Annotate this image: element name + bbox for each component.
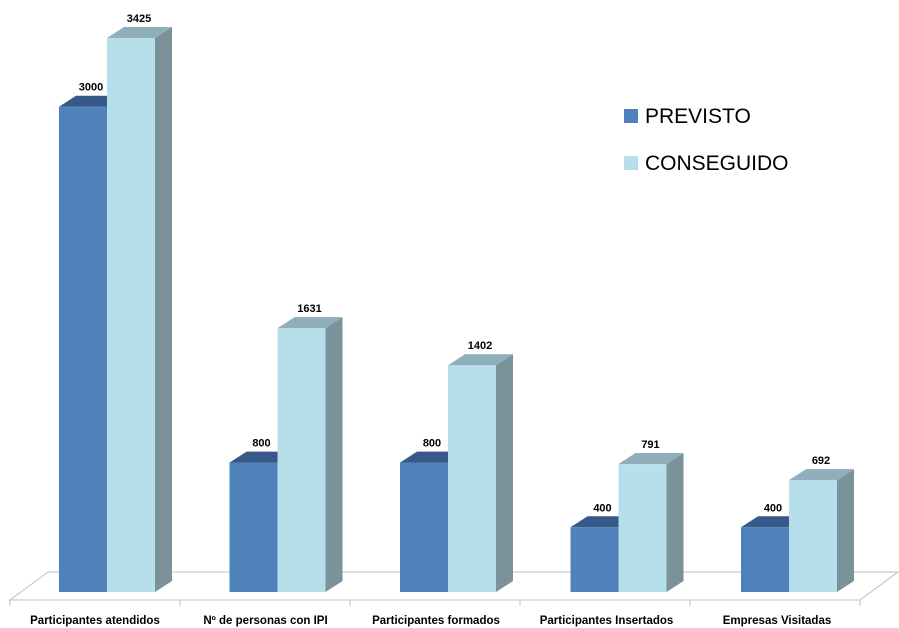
data-label-1-3: 791 [641, 439, 659, 451]
data-label-0-4: 400 [764, 502, 782, 514]
category-label-3: Participantes Insertados [540, 615, 674, 627]
category-label-0: Participantes atendidos [30, 615, 160, 627]
bar-conseguido-2 [448, 365, 496, 592]
category-label-4: Empresas Visitadas [723, 615, 831, 627]
legend-swatch-1 [624, 156, 638, 170]
data-label-0-1: 800 [252, 438, 270, 450]
data-label-1-4: 692 [812, 455, 830, 467]
legend: PREVISTO CONSEGUIDO [624, 105, 789, 175]
legend-label-0: PREVISTO [645, 105, 751, 128]
bar-previsto-4 [741, 527, 789, 592]
data-label-1-1: 1631 [297, 303, 321, 315]
bar-side-1-1 [326, 317, 343, 592]
data-label-1-0: 3425 [127, 13, 151, 25]
bar-side-1-4 [837, 469, 854, 592]
category-label-2: Participantes formados [372, 615, 500, 627]
legend-label-1: CONSEGUIDO [645, 152, 789, 175]
bar-previsto-2 [400, 463, 448, 592]
bar-conseguido-3 [619, 464, 667, 592]
x-axis: Participantes atendidos Nº de personas co… [10, 600, 860, 627]
data-label-0-3: 400 [593, 502, 611, 514]
bar-previsto-0 [59, 107, 107, 592]
data-label-0-2: 800 [423, 438, 441, 450]
bar-conseguido-1 [278, 328, 326, 592]
bar-side-1-3 [667, 453, 684, 592]
data-label-1-2: 1402 [468, 340, 492, 352]
bar-previsto-3 [571, 527, 619, 592]
bar-side-1-0 [155, 27, 172, 592]
data-label-0-0: 3000 [79, 82, 103, 94]
category-label-1: Nº de personas con IPI [203, 615, 327, 627]
bar-conseguido-4 [789, 480, 837, 592]
bar-previsto-1 [230, 463, 278, 592]
legend-swatch-0 [624, 109, 638, 123]
bar-conseguido-0 [107, 38, 155, 592]
bar-side-1-2 [496, 354, 513, 592]
